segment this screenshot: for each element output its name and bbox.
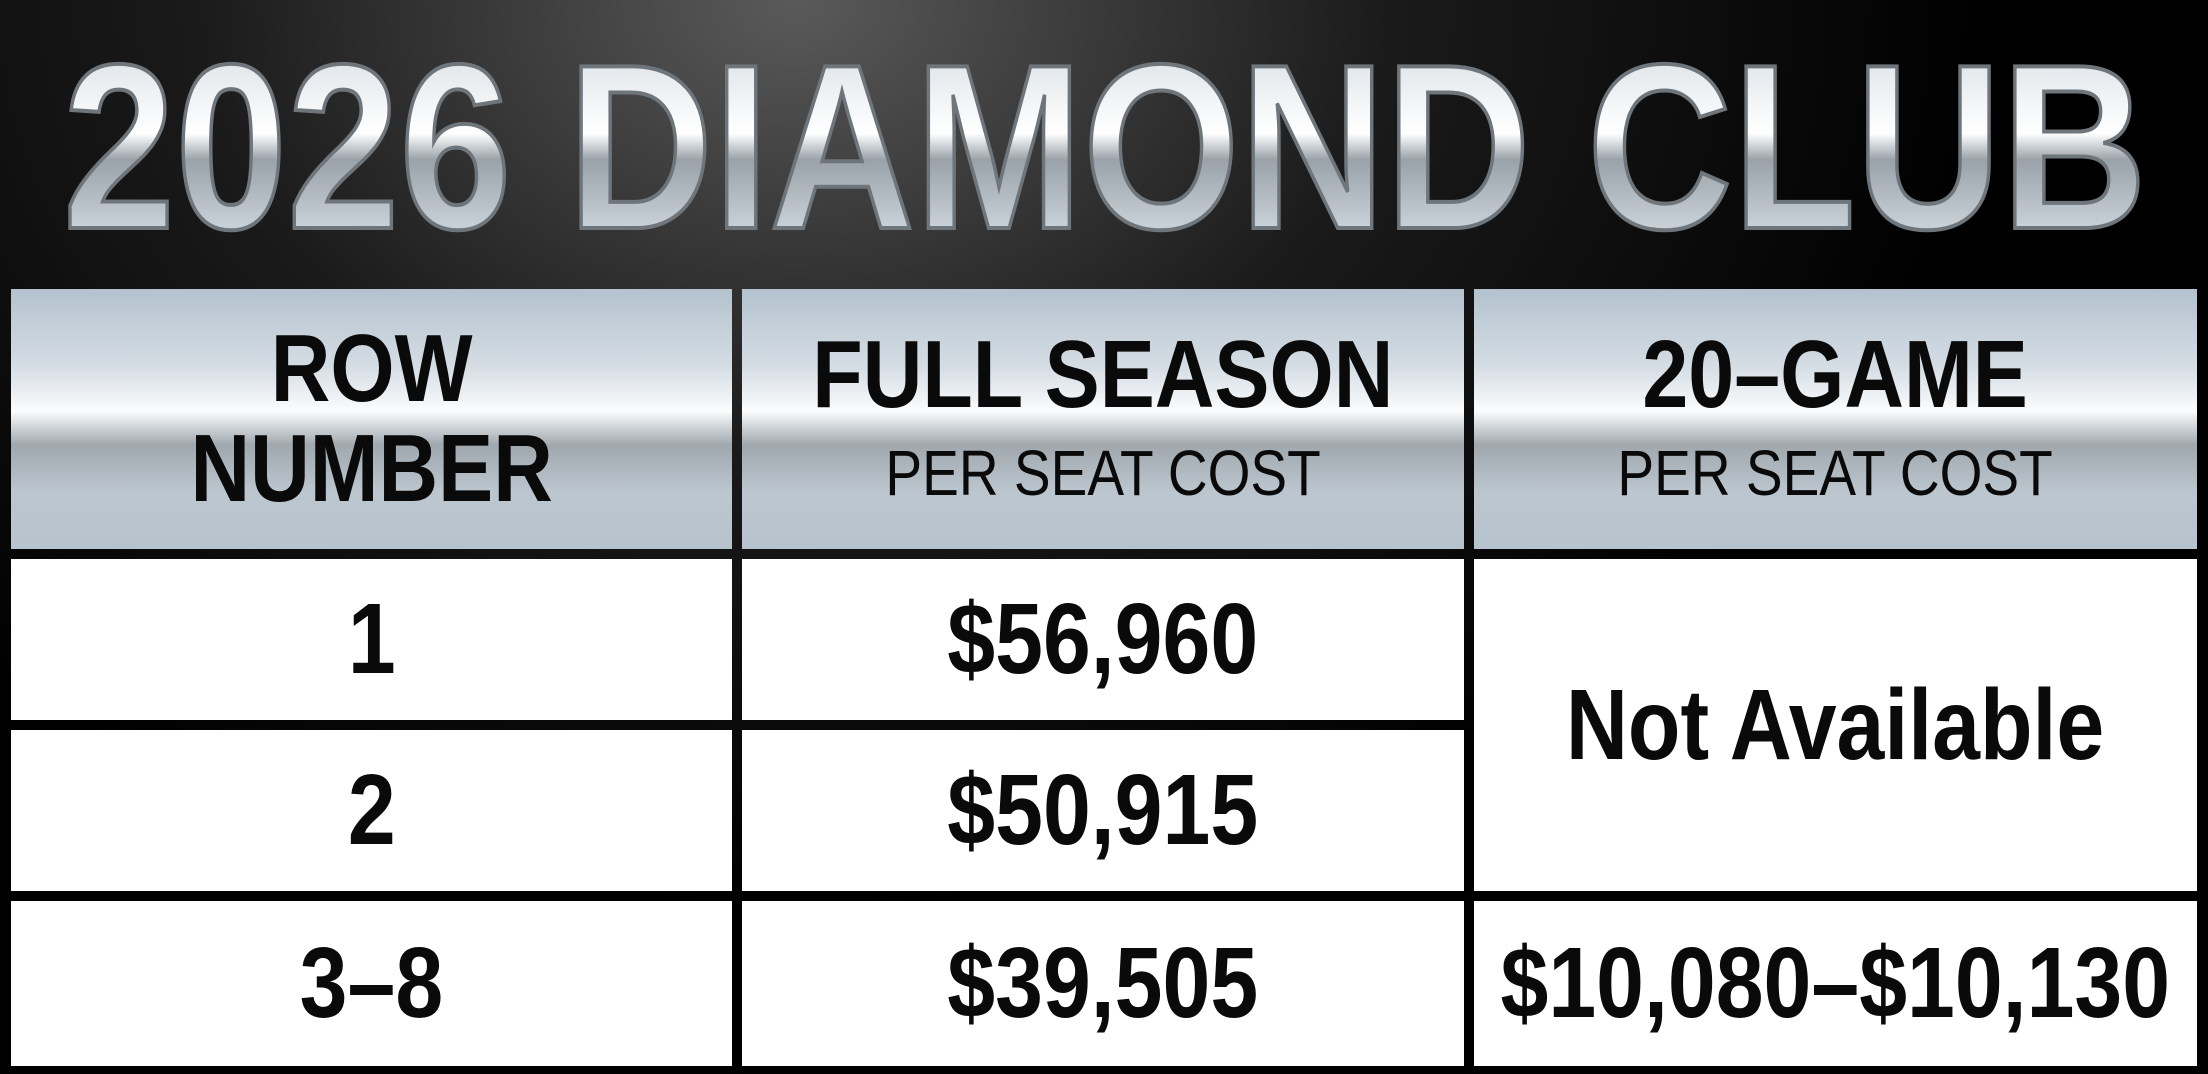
price: $39,505 <box>947 927 1259 1039</box>
price: $56,960 <box>947 583 1259 695</box>
row-number: 1 <box>347 583 396 695</box>
row-number: 3–8 <box>299 927 444 1039</box>
table-cell: 2 <box>11 730 732 891</box>
price: Not Available <box>1566 668 2105 781</box>
price-table: ROW NUMBER FULL SEASON PER SEAT COST 20–… <box>11 289 2197 1066</box>
table-cell: 3–8 <box>11 901 732 1066</box>
table-cell: 1 <box>11 559 732 720</box>
table-cell: $39,505 <box>742 901 1464 1066</box>
column-title: 20–GAME <box>1642 321 2029 428</box>
table-cell: $50,915 <box>742 730 1464 891</box>
table-cell: $10,080–$10,130 <box>1474 901 2197 1066</box>
column-subtitle: PER SEAT COST <box>1617 437 2054 509</box>
header-cell: ROW NUMBER <box>11 289 732 549</box>
table-cell: $56,960 <box>742 559 1464 720</box>
title-banner: 2026 DIAMOND CLUB <box>61 13 2149 280</box>
column-title: FULL SEASON <box>812 321 1394 428</box>
row-number: 2 <box>347 754 396 866</box>
title: 2026 DIAMOND CLUB <box>63 15 2147 278</box>
column-subtitle: PER SEAT COST <box>885 437 1321 509</box>
header-cell: FULL SEASON PER SEAT COST <box>742 289 1464 549</box>
column-title: ROW NUMBER <box>190 315 553 522</box>
table-cell: Not Available <box>1474 559 2197 891</box>
price: $50,915 <box>947 754 1259 866</box>
header-cell: 20–GAME PER SEAT COST <box>1474 289 2197 549</box>
price: $10,080–$10,130 <box>1500 927 2171 1039</box>
